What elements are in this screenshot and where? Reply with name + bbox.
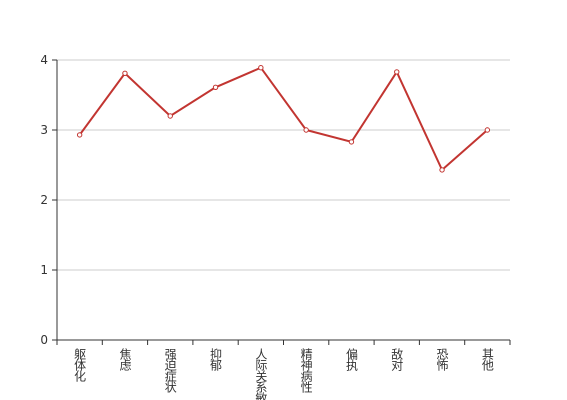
x-tick-label: 抑郁 xyxy=(209,347,223,372)
y-tick-label: 0 xyxy=(40,333,48,347)
point xyxy=(484,127,491,133)
x-tick-label: 恐怖 xyxy=(435,348,449,371)
x-tick-label: 强迫症状 xyxy=(163,348,177,393)
point xyxy=(258,65,264,71)
x-tick-label: 躯体化 xyxy=(73,347,87,383)
point xyxy=(394,69,400,75)
point xyxy=(212,84,219,91)
x-tick-label: 其他 xyxy=(480,348,494,371)
x-tick-label: 人际关系敏感 xyxy=(254,348,268,400)
x-tick-label: 精神病性 xyxy=(299,348,313,394)
x-tick-label: 敌对 xyxy=(390,347,404,371)
x-tick-label: 偏执 xyxy=(344,347,358,372)
point xyxy=(167,113,173,119)
point xyxy=(348,139,355,145)
y-tick-label: 2 xyxy=(40,193,48,207)
y-tick-label: 1 xyxy=(40,263,48,277)
y-tick-label: 4 xyxy=(40,53,48,67)
point xyxy=(76,132,83,138)
point xyxy=(122,70,128,77)
line xyxy=(78,66,489,172)
point xyxy=(439,167,445,173)
x-tick-label: 焦虑 xyxy=(118,348,132,371)
point xyxy=(303,127,309,133)
y-tick-label: 3 xyxy=(40,123,48,137)
